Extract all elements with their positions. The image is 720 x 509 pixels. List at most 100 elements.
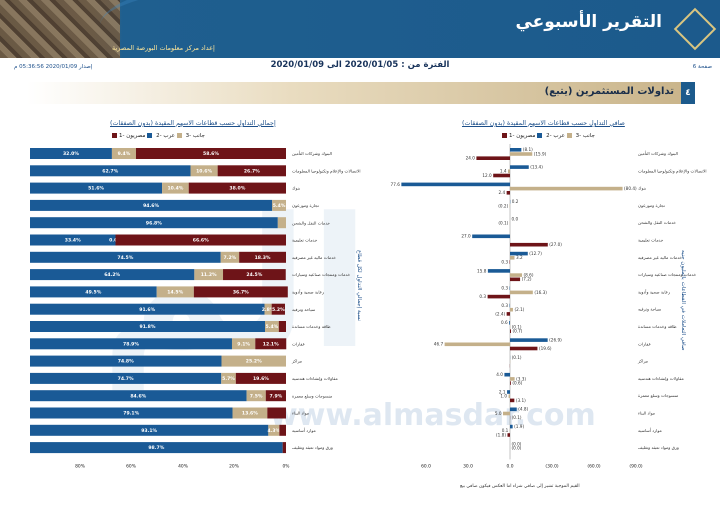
data-label: 11.2%	[201, 272, 217, 278]
data-label: (3.3)	[516, 376, 526, 381]
bar-egyptian	[30, 424, 269, 436]
data-label: (80.4)	[624, 186, 637, 191]
x-tick-label: (90.0)	[629, 463, 642, 469]
right-chart-side-label: صافي التعاملات في القطاعات بالمليون جنيه	[680, 250, 686, 351]
data-label: (0.1)	[498, 221, 508, 226]
x-tick-label: (60.0)	[587, 463, 600, 469]
data-label: (2.1)	[514, 307, 524, 312]
data-label: (13.4)	[530, 165, 543, 170]
bar-foreign	[510, 398, 515, 403]
bar-arab	[510, 152, 533, 156]
issue-timestamp: إصدار 2020/01/09 05:36:56 م	[14, 64, 93, 70]
bar-foreign	[506, 191, 510, 195]
data-label: 0.2	[512, 199, 519, 204]
category-label: سياحة وترفيه	[638, 307, 662, 312]
data-label: 9.1%	[237, 341, 250, 347]
data-label: (16.3)	[534, 290, 547, 295]
data-label: (0.1)	[512, 415, 522, 420]
data-label: (1.8)	[496, 432, 506, 437]
bar-foreign	[188, 182, 286, 194]
category-label: مراكز	[291, 359, 302, 364]
data-label: 10.6%	[196, 168, 212, 174]
data-label: 66.6%	[193, 238, 209, 244]
x-tick-label: 20%	[229, 463, 239, 469]
section-bar	[27, 82, 689, 104]
data-label: 9.4%	[118, 151, 131, 157]
bar-foreign	[193, 286, 288, 298]
data-label: 19.6%	[253, 376, 269, 382]
data-label: 1.0	[500, 394, 507, 399]
data-label: (0.0)	[512, 446, 522, 451]
category-label: عقارات	[292, 341, 306, 346]
data-label: 2.8%	[262, 307, 275, 313]
category-label: موارد أساسية	[638, 427, 662, 433]
bar-foreign	[265, 390, 286, 402]
bar-egyptian	[30, 199, 273, 211]
data-label: 12.0	[482, 173, 492, 178]
legend-arab: عرب -2	[546, 133, 565, 139]
right-chart-footnote: القيم الموجبة تشير إلى صافي شراء اما الع…	[460, 484, 580, 489]
legend-egyptian: مصريون -1	[119, 133, 146, 139]
bar-arab	[264, 303, 272, 315]
page-number: صفحة 6	[692, 64, 712, 70]
bar-arab	[265, 321, 279, 332]
category-label: الاتصالات والإعلام وتكنولوجيا المعلومات	[638, 168, 707, 174]
category-label: البنوك وشركات التأمين	[292, 150, 332, 156]
data-label: (1.9)	[514, 424, 524, 429]
data-label: (0.7)	[512, 329, 522, 334]
data-label: 74.7%	[118, 376, 134, 382]
bar-foreign	[278, 321, 286, 332]
data-label: (7.2)	[522, 277, 532, 282]
bar-egyptian	[30, 148, 112, 159]
bar-egyptian	[30, 442, 283, 454]
category-label: رعاية صحية وأدوية	[638, 288, 670, 294]
data-label: (4.8)	[518, 407, 528, 412]
data-label: 5.4%	[266, 324, 279, 330]
category-label: البنوك وشركات التأمين	[638, 150, 678, 156]
bar-arab	[510, 290, 533, 295]
data-label: 7.2%	[224, 255, 237, 261]
data-label: 26.7%	[244, 168, 260, 174]
category-label: منسوجات وسلع معمرة	[638, 393, 678, 398]
bar-arab	[221, 372, 236, 384]
bar-arab	[277, 217, 286, 229]
category-label: خدمات ومنتجات صناعية وسيارات	[638, 272, 697, 277]
data-label: 1.4	[500, 169, 507, 174]
bar-foreign	[506, 312, 510, 316]
legend-foreign: جانب -3	[185, 133, 205, 139]
bar-arab	[231, 338, 256, 350]
report-banner: التقرير الأسبوعي إعداد مركز معلومات البو…	[0, 0, 720, 58]
data-label: 4.0	[496, 372, 503, 377]
data-label: 24.0	[466, 156, 476, 161]
category-label: خدمات مالية غير مصرفية	[292, 255, 336, 260]
data-label: 5.7%	[222, 376, 235, 382]
bar-egyptian	[30, 269, 195, 281]
x-tick-label: 0.0	[507, 463, 514, 469]
bar-egyptian	[487, 269, 510, 273]
bar-egyptian	[510, 424, 513, 429]
bar-arab	[162, 182, 189, 194]
bar-foreign	[255, 338, 287, 350]
data-label: 4.3%	[267, 428, 280, 434]
data-label: 5.4%	[273, 203, 286, 209]
bar-egyptian	[30, 286, 157, 298]
bar-foreign	[217, 165, 286, 177]
report-period: الفترة من : 2020/01/05 الى 2020/01/09	[270, 60, 450, 70]
category-label: بنوك	[292, 186, 300, 191]
x-tick-label: 30.0	[463, 463, 473, 469]
data-label: 0.0	[512, 216, 519, 221]
bar-foreign	[510, 277, 521, 282]
category-label: مواد البناء	[292, 411, 309, 416]
data-label: 25.2%	[246, 359, 262, 365]
data-label: 62.7%	[102, 168, 118, 174]
bar-foreign	[510, 242, 548, 247]
bar-foreign	[135, 148, 286, 159]
category-label: طاقة وخدمات مساندة	[638, 324, 677, 329]
category-label: الاتصالات والإعلام وتكنولوجيا المعلومات	[292, 168, 361, 174]
category-label: ورق ومواد تعبئة وتغليف	[638, 445, 679, 450]
bar-egyptian	[507, 390, 510, 394]
data-label: (12.7)	[529, 251, 542, 256]
category-label: ورق ومواد تعبئة وتغليف	[292, 445, 333, 450]
category-label: مواد البناء	[638, 411, 655, 416]
bar-egyptian	[510, 165, 529, 169]
